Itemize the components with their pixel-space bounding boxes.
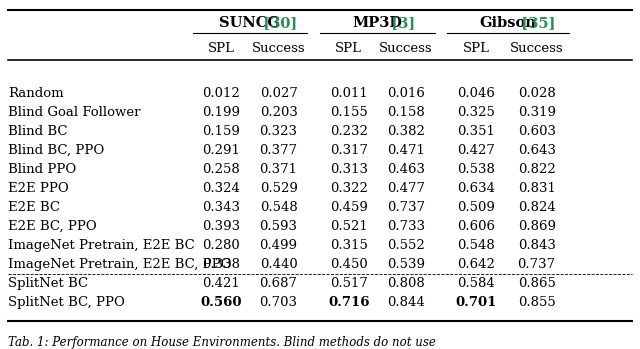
Text: 0.716: 0.716: [328, 296, 369, 309]
Text: 0.203: 0.203: [260, 106, 298, 119]
Text: 0.232: 0.232: [330, 125, 367, 138]
Text: 0.343: 0.343: [202, 201, 240, 214]
Text: 0.317: 0.317: [330, 144, 367, 157]
Text: Blind BC: Blind BC: [8, 125, 67, 138]
Text: 0.159: 0.159: [202, 125, 240, 138]
Text: 0.338: 0.338: [202, 258, 240, 271]
Text: Success: Success: [510, 43, 563, 55]
Text: MP3D: MP3D: [353, 16, 403, 30]
Text: 0.325: 0.325: [457, 106, 495, 119]
Text: 0.808: 0.808: [387, 277, 425, 290]
Text: 0.313: 0.313: [330, 163, 367, 176]
Text: 0.603: 0.603: [518, 125, 556, 138]
Text: 0.351: 0.351: [457, 125, 495, 138]
Text: 0.382: 0.382: [387, 125, 425, 138]
Text: 0.560: 0.560: [200, 296, 242, 309]
Text: 0.844: 0.844: [387, 296, 425, 309]
Text: 0.552: 0.552: [387, 239, 425, 252]
Text: 0.521: 0.521: [330, 220, 367, 233]
Text: Gibson: Gibson: [479, 16, 536, 30]
Text: 0.440: 0.440: [260, 258, 298, 271]
Text: 0.477: 0.477: [387, 182, 425, 195]
Text: 0.158: 0.158: [387, 106, 425, 119]
Text: 0.371: 0.371: [260, 163, 298, 176]
Text: 0.831: 0.831: [518, 182, 556, 195]
Text: 0.643: 0.643: [518, 144, 556, 157]
Text: 0.538: 0.538: [457, 163, 495, 176]
Text: SplitNet BC: SplitNet BC: [8, 277, 88, 290]
Text: 0.855: 0.855: [518, 296, 556, 309]
Text: 0.584: 0.584: [457, 277, 495, 290]
Text: [3]: [3]: [381, 16, 415, 30]
Text: SUNCG: SUNCG: [220, 16, 280, 30]
Text: 0.291: 0.291: [202, 144, 240, 157]
Text: 0.548: 0.548: [457, 239, 495, 252]
Text: 0.703: 0.703: [260, 296, 298, 309]
Text: [30]: [30]: [253, 16, 298, 30]
Text: Success: Success: [380, 43, 433, 55]
Text: 0.865: 0.865: [518, 277, 556, 290]
Text: 0.323: 0.323: [260, 125, 298, 138]
Text: 0.824: 0.824: [518, 201, 556, 214]
Text: 0.509: 0.509: [457, 201, 495, 214]
Text: Success: Success: [252, 43, 305, 55]
Text: 0.517: 0.517: [330, 277, 367, 290]
Text: 0.539: 0.539: [387, 258, 425, 271]
Text: ImageNet Pretrain, E2E BC: ImageNet Pretrain, E2E BC: [8, 239, 195, 252]
Text: 0.046: 0.046: [457, 87, 495, 100]
Text: 0.421: 0.421: [202, 277, 240, 290]
Text: Tab. 1: Performance on House Environments. Blind methods do not use: Tab. 1: Performance on House Environment…: [8, 336, 436, 349]
Text: 0.459: 0.459: [330, 201, 367, 214]
Text: 0.593: 0.593: [260, 220, 298, 233]
Text: 0.463: 0.463: [387, 163, 425, 176]
Text: E2E PPO: E2E PPO: [8, 182, 68, 195]
Text: 0.634: 0.634: [457, 182, 495, 195]
Text: SPL: SPL: [463, 43, 490, 55]
Text: 0.843: 0.843: [518, 239, 556, 252]
Text: 0.155: 0.155: [330, 106, 367, 119]
Text: 0.529: 0.529: [260, 182, 298, 195]
Text: 0.450: 0.450: [330, 258, 367, 271]
Text: 0.427: 0.427: [457, 144, 495, 157]
Text: 0.016: 0.016: [387, 87, 425, 100]
Text: 0.393: 0.393: [202, 220, 240, 233]
Text: 0.822: 0.822: [518, 163, 556, 176]
Text: 0.687: 0.687: [260, 277, 298, 290]
Text: 0.322: 0.322: [330, 182, 367, 195]
Text: 0.199: 0.199: [202, 106, 240, 119]
Text: 0.027: 0.027: [260, 87, 298, 100]
Text: ImageNet Pretrain, E2E BC, PPO: ImageNet Pretrain, E2E BC, PPO: [8, 258, 231, 271]
Text: 0.733: 0.733: [387, 220, 425, 233]
Text: Blind PPO: Blind PPO: [8, 163, 76, 176]
Text: Blind Goal Follower: Blind Goal Follower: [8, 106, 140, 119]
Text: 0.377: 0.377: [259, 144, 298, 157]
Text: 0.701: 0.701: [456, 296, 497, 309]
Text: 0.499: 0.499: [260, 239, 298, 252]
Text: [35]: [35]: [511, 16, 556, 30]
Text: 0.548: 0.548: [260, 201, 298, 214]
Text: 0.028: 0.028: [518, 87, 556, 100]
Text: 0.011: 0.011: [330, 87, 367, 100]
Text: SPL: SPL: [335, 43, 362, 55]
Text: 0.471: 0.471: [387, 144, 425, 157]
Text: Blind BC, PPO: Blind BC, PPO: [8, 144, 104, 157]
Text: 0.606: 0.606: [457, 220, 495, 233]
Text: SPL: SPL: [208, 43, 235, 55]
Text: Random: Random: [8, 87, 63, 100]
Text: 0.869: 0.869: [518, 220, 556, 233]
Text: E2E BC: E2E BC: [8, 201, 60, 214]
Text: 0.324: 0.324: [202, 182, 240, 195]
Text: 0.319: 0.319: [518, 106, 556, 119]
Text: 0.258: 0.258: [202, 163, 240, 176]
Text: E2E BC, PPO: E2E BC, PPO: [8, 220, 97, 233]
Text: 0.315: 0.315: [330, 239, 367, 252]
Text: 0.737: 0.737: [518, 258, 556, 271]
Text: 0.012: 0.012: [202, 87, 240, 100]
Text: 0.737: 0.737: [387, 201, 425, 214]
Text: SplitNet BC, PPO: SplitNet BC, PPO: [8, 296, 125, 309]
Text: 0.280: 0.280: [202, 239, 240, 252]
Text: 0.642: 0.642: [457, 258, 495, 271]
